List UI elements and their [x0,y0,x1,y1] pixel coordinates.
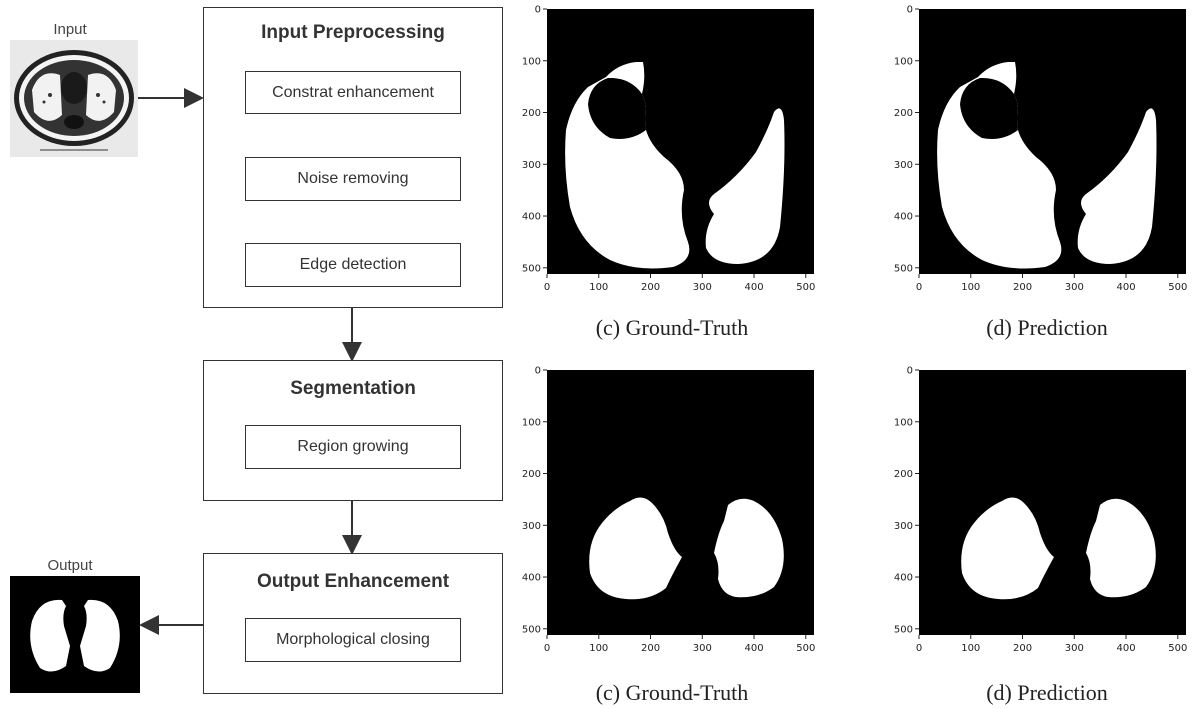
edge-detection-step: Edge detection [245,243,461,287]
contrast-enhancement-step: Constrat enhancement [245,71,461,114]
panel-ground-truth-top-axes-ytick-label-4: 400 [522,212,541,223]
panel-prediction-bottom-axes-ytick-label-5: 500 [894,624,913,635]
panel-prediction-bottom-axes-xtick-label-2: 200 [1013,643,1032,654]
panel-prediction-top-axes-xtick-label-2: 200 [1013,282,1032,293]
panel-ground-truth-top-axes-ytick-label-5: 500 [522,263,541,274]
panel-prediction-bottom-axes-ytick-label-3: 300 [894,521,913,532]
panel-prediction-top-axes-xtick-label-5: 500 [1168,282,1187,293]
panel-prediction-bottom-axes-xtick-label-1: 100 [961,643,980,654]
panel-prediction-bottom-axes-xtick-label-3: 300 [1065,643,1084,654]
panel-ground-truth-bottom-axes-ytick-label-1: 100 [522,417,541,428]
panel-prediction-bottom-axes-ytick-label-0: 0 [907,366,913,377]
panel-prediction-top-axes-xtick-label-4: 400 [1116,282,1135,293]
panel-ground-truth-bottom-axes-xtick-label-1: 100 [589,643,608,654]
panel-ground-truth-top-axes-xtick-label-3: 300 [693,282,712,293]
output-enhancement-title: Output Enhancement [256,571,450,592]
morphological-closing-step: Morphological closing [245,618,461,662]
panel-prediction-top-axes-xtick-label-3: 300 [1065,282,1084,293]
panel-ground-truth-bottom-axes-xtick-label-4: 400 [744,643,763,654]
panel-ground-truth-top-axes-ytick-label-0: 0 [535,5,541,16]
panel-prediction-top-axes-ytick-label-4: 400 [894,212,913,223]
panel-prediction-top-axes-xtick-label-1: 100 [961,282,980,293]
panel-ground-truth-bottom-axes-xtick-label-2: 200 [641,643,660,654]
panel-prediction-bottom-axes-ytick-label-2: 200 [894,469,913,480]
panel-ground-truth-bottom-axes-ytick-label-5: 500 [522,624,541,635]
panel-prediction-bottom-axes-xtick-label-0: 0 [916,643,922,654]
panel-prediction-bottom-axes-ytick-label-1: 100 [894,417,913,428]
input-label: Input [53,21,87,38]
panel-ground-truth-bottom-axes-ytick-label-2: 200 [522,469,541,480]
caption-ground-truth-bottom: (c) Ground-Truth [595,680,749,705]
panel-ground-truth-bottom-axes-ytick-label-4: 400 [522,573,541,584]
panel-ground-truth-top-axes-xtick-label-1: 100 [589,282,608,293]
panel-prediction-top-axes-ytick-label-0: 0 [907,5,913,16]
caption-prediction-bottom: (d) Prediction [986,680,1108,705]
panel-ground-truth-top-axes-xtick-label-2: 200 [641,282,660,293]
panel-ground-truth-bottom-axes-xtick-label-5: 500 [796,643,815,654]
panel-prediction-top-axes-ytick-label-5: 500 [894,263,913,274]
panel-prediction-top-axes-ytick-label-1: 100 [894,56,913,67]
segmentation-title: Segmentation [290,378,416,399]
panel-ground-truth-top-axes-xtick-label-5: 500 [796,282,815,293]
panel-prediction-bottom-axes-ytick-label-4: 400 [894,573,913,584]
region-growing-step: Region growing [245,425,461,469]
panel-ground-truth-top-axes-ytick-label-1: 100 [522,56,541,67]
panel-ground-truth-top-axes-ytick-label-3: 300 [522,160,541,171]
input-preprocessing-title: Input Preprocessing [261,22,445,43]
panel-prediction-top-axes-ytick-label-3: 300 [894,160,913,171]
caption-prediction-top: (d) Prediction [986,315,1108,340]
noise-removing-step: Noise removing [245,157,461,201]
caption-ground-truth-top: (c) Ground-Truth [595,315,749,340]
panel-ground-truth-bottom-axes-ytick-label-3: 300 [522,521,541,532]
input-ct-image [10,40,138,157]
panel-ground-truth-bottom-axes-xtick-label-0: 0 [544,643,550,654]
panel-ground-truth-bottom-axes-ytick-label-0: 0 [535,366,541,377]
panel-prediction-top-axes-xtick-label-0: 0 [916,282,922,293]
panel-ground-truth-top-axes-xtick-label-0: 0 [544,282,550,293]
output-mask-image [10,576,140,693]
output-label: Output [47,557,93,574]
panel-prediction-bottom-axes-xtick-label-4: 400 [1116,643,1135,654]
panel-prediction-top-axes-ytick-label-2: 200 [894,108,913,119]
panel-ground-truth-top-axes-xtick-label-4: 400 [744,282,763,293]
panel-prediction-bottom-axes-xtick-label-5: 500 [1168,643,1187,654]
panel-ground-truth-bottom-axes-xtick-label-3: 300 [693,643,712,654]
panel-ground-truth-top-axes-ytick-label-2: 200 [522,108,541,119]
